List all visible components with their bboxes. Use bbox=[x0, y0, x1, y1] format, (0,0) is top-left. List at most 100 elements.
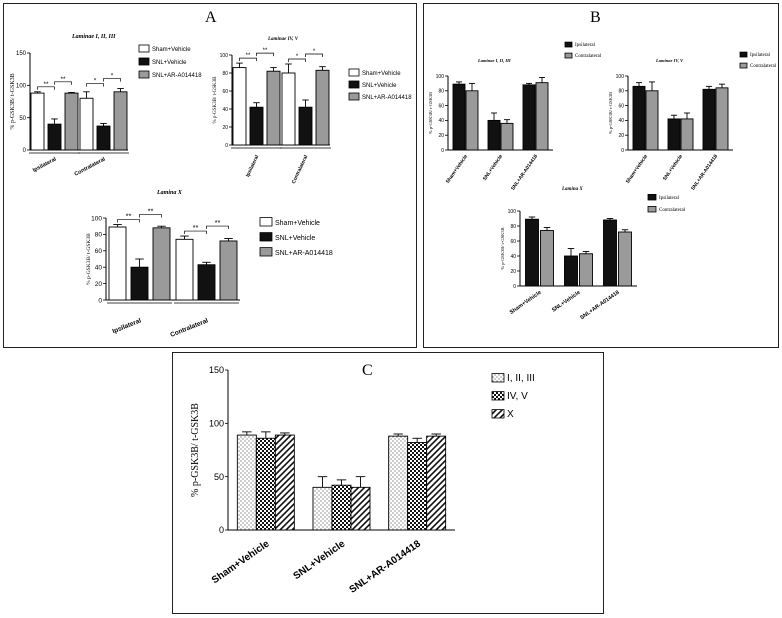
chart-title: Laminae IV, V bbox=[655, 58, 684, 63]
significance-bracket bbox=[206, 225, 229, 230]
legend-label: I, II, III bbox=[507, 373, 535, 384]
chart-title: Laminae I, II, III bbox=[71, 34, 116, 40]
category-label: SNL+Vehicle bbox=[551, 290, 582, 314]
legend-swatch bbox=[491, 373, 505, 383]
bar bbox=[603, 219, 617, 287]
y-tick-label: 80 bbox=[438, 89, 444, 95]
y-tick-label: 50 bbox=[19, 116, 26, 122]
legend-label: Sham+Vehicle bbox=[275, 220, 320, 227]
bar bbox=[702, 88, 716, 151]
category-label: SNL+AR-A014418 bbox=[510, 154, 539, 192]
legend-swatch bbox=[647, 205, 657, 213]
chart-title: Lamina X bbox=[156, 190, 183, 196]
y-tick-label: 100 bbox=[209, 418, 224, 428]
y-tick-label: 100 bbox=[616, 74, 625, 80]
significance-bracket bbox=[117, 219, 140, 223]
bar bbox=[152, 227, 171, 301]
significance-bracket bbox=[239, 57, 257, 62]
bar bbox=[108, 226, 127, 301]
y-tick-label: 40 bbox=[510, 254, 516, 260]
category-label: Ipsilateral bbox=[245, 154, 261, 178]
y-tick-label: 100 bbox=[436, 74, 445, 80]
y-tick-label: 50 bbox=[214, 472, 224, 482]
bar bbox=[30, 92, 45, 151]
charts-layer: Laminae I, II, III 0 50 100 150 % p-GSK3B/ t-… bbox=[10, 34, 777, 596]
y-tick-label: 40 bbox=[222, 107, 228, 113]
y-axis-label: % p-GSK3B/ t-GSK3B bbox=[190, 403, 201, 497]
significance-bracket bbox=[305, 53, 323, 57]
legend-label: Sham+Vehicle bbox=[152, 47, 191, 53]
panel-b bbox=[423, 3, 779, 348]
chart-title: Laminae IV, V bbox=[267, 37, 299, 42]
legend-swatch bbox=[259, 247, 273, 257]
y-tick-label: 150 bbox=[16, 51, 27, 57]
bar bbox=[645, 90, 659, 151]
legend-label: X bbox=[507, 409, 514, 420]
y-tick-label: 150 bbox=[209, 365, 224, 375]
category-label: SNL+AR-A014418 bbox=[348, 538, 424, 596]
y-tick-label: 20 bbox=[438, 133, 444, 139]
y-tick-label: 0 bbox=[98, 297, 102, 304]
bar bbox=[522, 84, 536, 151]
legend-swatch bbox=[739, 51, 748, 58]
y-tick-label: 80 bbox=[222, 71, 228, 77]
bar bbox=[407, 442, 428, 531]
bar bbox=[525, 218, 539, 287]
legend-label: Ipsilateral bbox=[659, 196, 680, 201]
bar bbox=[564, 255, 578, 287]
bar bbox=[315, 69, 330, 146]
significance-label: ** bbox=[246, 53, 251, 59]
y-tick-label: 20 bbox=[95, 281, 103, 288]
chart-title: Laminae I, II, III bbox=[477, 58, 511, 63]
bar bbox=[500, 122, 514, 151]
chart-b-3: Lamina X 0 20 40 60 80 100 % p-GSK3B/ t-GSK3B Sh… bbox=[500, 187, 686, 321]
significance-label: ** bbox=[148, 207, 154, 216]
legend-swatch bbox=[259, 232, 273, 242]
category-label: SNL+Vehicle bbox=[482, 154, 504, 182]
legend-label: SNL+AR-A014418 bbox=[362, 95, 412, 101]
category-label: Ipsilateral bbox=[32, 156, 58, 174]
significance-bracket bbox=[139, 214, 162, 218]
significance-bracket bbox=[184, 230, 207, 235]
bar bbox=[452, 83, 466, 151]
significance-label: * bbox=[296, 54, 299, 60]
category-label: Sham+Vehicle bbox=[625, 154, 649, 185]
y-tick-label: 0 bbox=[219, 525, 224, 535]
bar bbox=[197, 264, 216, 301]
significance-bracket bbox=[86, 83, 104, 87]
y-tick-label: 80 bbox=[618, 89, 624, 95]
bar bbox=[274, 434, 295, 531]
significance-bracket bbox=[37, 86, 55, 90]
bar bbox=[540, 230, 554, 287]
bar bbox=[388, 435, 409, 531]
bar bbox=[266, 70, 281, 146]
bar bbox=[535, 82, 549, 151]
y-tick-label: 0 bbox=[513, 284, 516, 290]
significance-label: ** bbox=[193, 223, 199, 232]
legend-swatch bbox=[138, 70, 150, 79]
bar bbox=[426, 435, 447, 531]
legend-label: Ipsilateral bbox=[750, 53, 771, 58]
bar bbox=[331, 484, 352, 531]
category-label: SNL+Vehicle bbox=[292, 538, 348, 582]
y-tick-label: 40 bbox=[438, 118, 444, 124]
legend-label: Ipsilateral bbox=[575, 43, 596, 48]
chart-a-3: Lamina X 0 20 40 60 80 100 % p-GSK3B/ t-GSK3B Ip… bbox=[86, 190, 333, 339]
y-tick-label: 80 bbox=[510, 224, 516, 230]
significance-bracket bbox=[288, 58, 306, 62]
legend-swatch bbox=[564, 52, 573, 59]
y-tick-label: 20 bbox=[222, 125, 228, 131]
significance-label: * bbox=[111, 73, 114, 80]
category-label: Ipsilateral bbox=[111, 317, 142, 335]
category-label: Contralateral bbox=[169, 317, 209, 339]
chart-b-1: Laminae I, II, III 0 20 40 60 80 100 % p-GSK3B/… bbox=[428, 41, 602, 192]
y-tick-label: 100 bbox=[508, 209, 517, 215]
y-tick-label: 0 bbox=[441, 148, 444, 154]
significance-label: * bbox=[313, 49, 316, 55]
bar bbox=[281, 72, 296, 146]
category-label: Contralateral bbox=[291, 154, 310, 185]
bar bbox=[249, 106, 264, 146]
bar bbox=[130, 266, 149, 301]
y-tick-label: 20 bbox=[618, 133, 624, 139]
